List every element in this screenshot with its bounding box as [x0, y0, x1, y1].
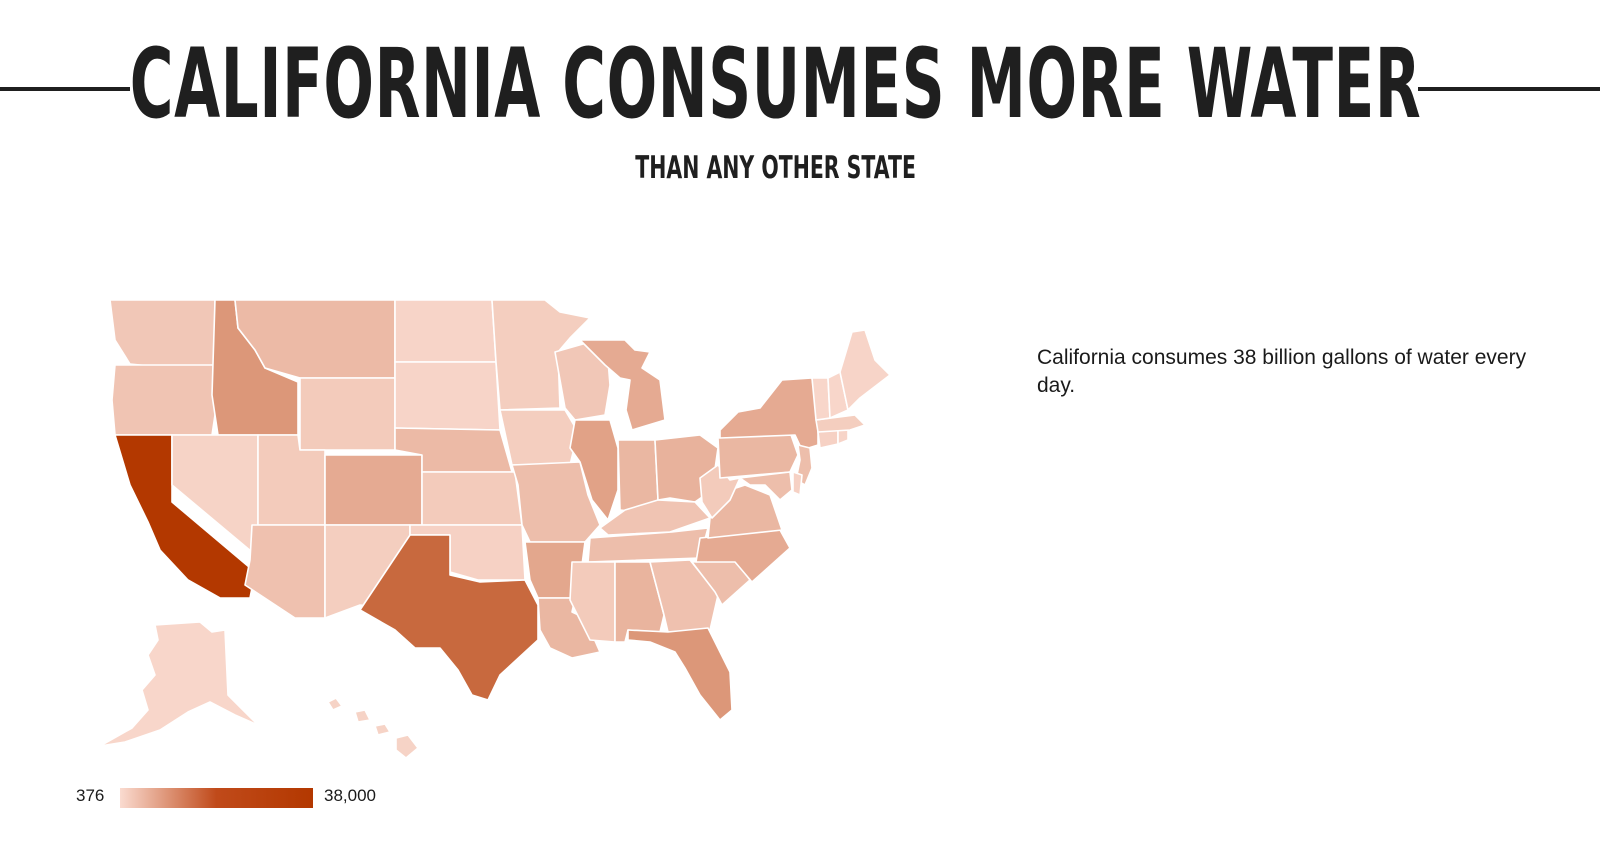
state-rhode-island[interactable] [837, 429, 849, 445]
state-kansas[interactable] [421, 471, 523, 526]
legend-max-label: 38,000 [324, 786, 376, 805]
state-michigan[interactable] [579, 339, 666, 431]
state-washington[interactable] [109, 299, 216, 369]
state-minnesota[interactable] [491, 299, 591, 411]
state-maryland[interactable] [739, 471, 793, 501]
state-south-dakota[interactable] [394, 361, 501, 431]
state-georgia[interactable] [649, 559, 719, 633]
state-florida[interactable] [627, 627, 733, 721]
us-map[interactable] [60, 280, 960, 760]
page-subtitle: THAN ANY OTHER STATE [635, 150, 917, 186]
state-pennsylvania[interactable] [717, 431, 799, 479]
state-massachusetts[interactable] [815, 414, 866, 433]
legend-gradient-bar [120, 788, 313, 808]
state-delaware[interactable] [792, 471, 803, 496]
state-connecticut[interactable] [817, 429, 839, 449]
state-illinois[interactable] [569, 419, 619, 521]
state-alaska[interactable] [99, 621, 259, 747]
state-north-dakota[interactable] [394, 299, 497, 363]
map-caption: California consumes 38 billion gallons o… [1037, 346, 1527, 397]
legend-min-label: 376 [76, 786, 105, 805]
state-oregon[interactable] [111, 364, 219, 436]
state-hawaii[interactable] [327, 697, 419, 759]
state-colorado[interactable] [324, 454, 423, 526]
title-rule-left [0, 87, 130, 91]
state-texas[interactable] [359, 534, 539, 701]
page-title: CALIFORNIA CONSUMES MORE WATER [130, 28, 1422, 140]
state-maine[interactable] [839, 329, 891, 411]
state-vermont[interactable] [811, 377, 831, 421]
title-rule-right [1418, 87, 1600, 91]
state-iowa[interactable] [499, 409, 579, 466]
state-kentucky[interactable] [599, 499, 711, 536]
state-wyoming[interactable] [299, 377, 396, 451]
state-arizona[interactable] [244, 524, 326, 619]
